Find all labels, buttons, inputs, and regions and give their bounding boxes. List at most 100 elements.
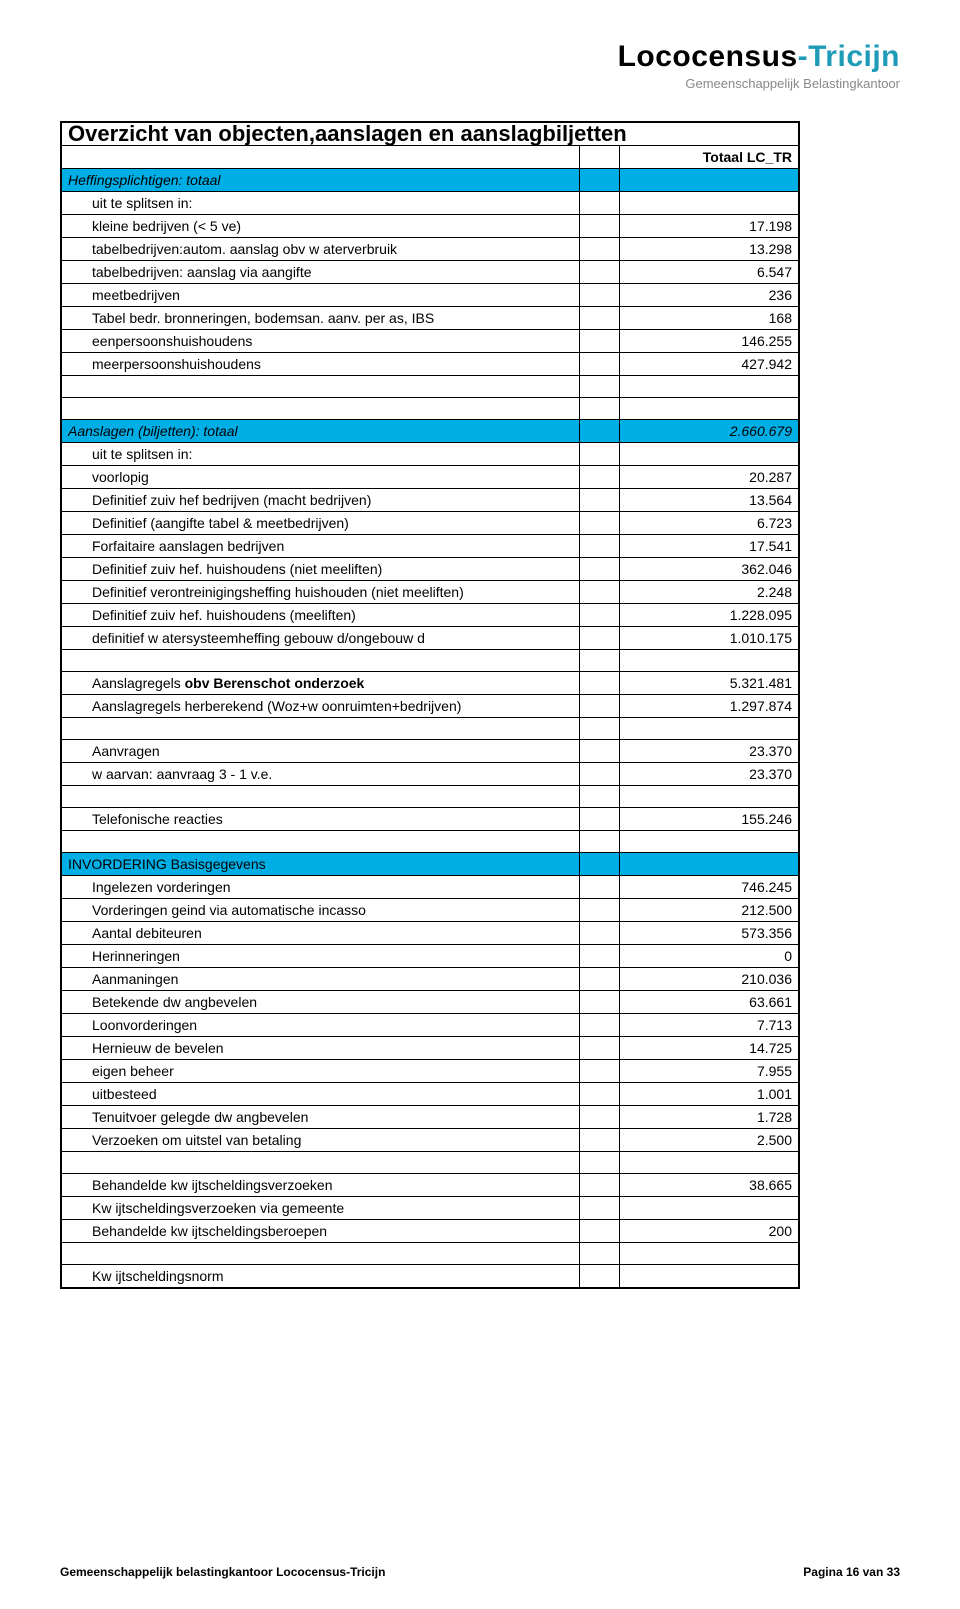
- section-header-aanslagen: Aanslagen (biljetten): totaal 2.660.679: [61, 420, 799, 443]
- row-value: 0: [619, 945, 799, 968]
- empty-cell: [580, 581, 620, 604]
- table-row: uit te splitsen in:: [61, 192, 799, 215]
- row-value: 210.036: [619, 968, 799, 991]
- empty-cell: [619, 169, 799, 192]
- row-value: 13.564: [619, 489, 799, 512]
- row-value: 155.246: [619, 808, 799, 831]
- table-row: Aanslagregels herberekend (Woz+w oonruim…: [61, 695, 799, 718]
- page-title: Overzicht van objecten,aanslagen en aans…: [61, 122, 799, 146]
- table-row: tabelbedrijven: aanslag via aangifte6.54…: [61, 261, 799, 284]
- row-label: w aarvan: aanvraag 3 - 1 v.e.: [61, 763, 580, 786]
- row-value: 1.228.095: [619, 604, 799, 627]
- table-row: Definitief zuiv hef bedrijven (macht bed…: [61, 489, 799, 512]
- row-value: 2.500: [619, 1129, 799, 1152]
- section-label: INVORDERING Basisgegevens: [61, 853, 580, 876]
- empty-cell: [580, 1220, 620, 1243]
- empty-cell: [580, 443, 620, 466]
- empty-cell: [580, 284, 620, 307]
- logo-subtitle: Gemeenschappelijk Belastingkantoor: [618, 76, 900, 91]
- row-value: 5.321.481: [619, 672, 799, 695]
- empty-cell: [580, 1083, 620, 1106]
- table-row: Hernieuw de bevelen 14.725: [61, 1037, 799, 1060]
- row-label: Hernieuw de bevelen: [61, 1037, 580, 1060]
- empty-cell: [580, 604, 620, 627]
- table-row: tabelbedrijven:autom. aanslag obv w ater…: [61, 238, 799, 261]
- table-row: kleine bedrijven (< 5 ve)17.198: [61, 215, 799, 238]
- section-value: 2.660.679: [619, 420, 799, 443]
- row-value: 38.665: [619, 1174, 799, 1197]
- empty-cell: [580, 169, 620, 192]
- title-row: Overzicht van objecten,aanslagen en aans…: [61, 122, 799, 146]
- empty-cell: [580, 146, 620, 169]
- empty-cell: [580, 740, 620, 763]
- row-label: Aantal debiteuren: [61, 922, 580, 945]
- section-label: Aanslagen (biljetten): totaal: [61, 420, 580, 443]
- empty-cell: [580, 1174, 620, 1197]
- table-row: w aarvan: aanvraag 3 - 1 v.e. 23.370: [61, 763, 799, 786]
- row-label: Vorderingen geind via automatische incas…: [61, 899, 580, 922]
- row-value: 17.198: [619, 215, 799, 238]
- row-label: definitief w atersysteemheffing gebouw d…: [61, 627, 580, 650]
- row-value: 573.356: [619, 922, 799, 945]
- empty-cell: [580, 353, 620, 376]
- table-row: Kw ijtscheldingsnorm: [61, 1265, 799, 1289]
- table-row: Kw ijtscheldingsverzoeken via gemeente: [61, 1197, 799, 1220]
- spacer-row: [61, 831, 799, 853]
- page: Lococensus-Tricijn Gemeenschappelijk Bel…: [0, 0, 960, 1609]
- spacer-row: [61, 786, 799, 808]
- table-row: Definitief (aangifte tabel & meetbedrijv…: [61, 512, 799, 535]
- row-label: Definitief (aangifte tabel & meetbedrijv…: [61, 512, 580, 535]
- section-label: Heffingsplichtigen: totaal: [61, 169, 580, 192]
- row-value: 13.298: [619, 238, 799, 261]
- row-value: 1.001: [619, 1083, 799, 1106]
- empty-cell: [580, 922, 620, 945]
- empty-cell: [580, 1014, 620, 1037]
- table-row: eenpersoonshuishoudens 146.255: [61, 330, 799, 353]
- empty-cell: [580, 535, 620, 558]
- row-value: 23.370: [619, 763, 799, 786]
- row-label: Kw ijtscheldingsverzoeken via gemeente: [61, 1197, 580, 1220]
- row-value: 146.255: [619, 330, 799, 353]
- table-row: Aantal debiteuren 573.356: [61, 922, 799, 945]
- row-label: Tenuitvoer gelegde dw angbevelen: [61, 1106, 580, 1129]
- row-value: 168: [619, 307, 799, 330]
- empty-cell: [580, 420, 620, 443]
- table-row: Verzoeken om uitstel van betaling2.500: [61, 1129, 799, 1152]
- header: Lococensus-Tricijn Gemeenschappelijk Bel…: [60, 40, 900, 91]
- table-row: Telefonische reacties 155.246: [61, 808, 799, 831]
- row-value: 362.046: [619, 558, 799, 581]
- table-row: voorlopig20.287: [61, 466, 799, 489]
- row-value: 7.955: [619, 1060, 799, 1083]
- footer-left: Gemeenschappelijk belastingkantoor Lococ…: [60, 1565, 385, 1579]
- empty-cell: [580, 899, 620, 922]
- table-row: uit te splitsen in:: [61, 443, 799, 466]
- logo-dash: -: [798, 40, 809, 73]
- table-row: Tabel bedr. bronneringen, bodemsan. aanv…: [61, 307, 799, 330]
- empty-cell: [580, 876, 620, 899]
- table-row: Aanmaningen210.036: [61, 968, 799, 991]
- table-row: uitbesteed1.001: [61, 1083, 799, 1106]
- empty-cell: [580, 192, 620, 215]
- empty-cell: [580, 215, 620, 238]
- row-label: voorlopig: [61, 466, 580, 489]
- row-label: Behandelde kw ijtscheldingsverzoeken: [61, 1174, 580, 1197]
- row-label: Definitief zuiv hef bedrijven (macht bed…: [61, 489, 580, 512]
- table-row: Aanslagregels obv Berenschot onderzoek5.…: [61, 672, 799, 695]
- row-label: eenpersoonshuishoudens: [61, 330, 580, 353]
- row-label: Kw ijtscheldingsnorm: [61, 1265, 580, 1289]
- table-row: Definitief zuiv hef. huishoudens (niet m…: [61, 558, 799, 581]
- empty-cell: [580, 763, 620, 786]
- row-label: tabelbedrijven:autom. aanslag obv w ater…: [61, 238, 580, 261]
- row-label: Forfaitaire aanslagen bedrijven: [61, 535, 580, 558]
- row-value: 14.725: [619, 1037, 799, 1060]
- empty-cell: [580, 238, 620, 261]
- row-value: [619, 443, 799, 466]
- table-row: Tenuitvoer gelegde dw angbevelen1.728: [61, 1106, 799, 1129]
- logo: Lococensus-Tricijn Gemeenschappelijk Bel…: [618, 40, 900, 91]
- row-value: 1.297.874: [619, 695, 799, 718]
- empty-cell: [580, 1129, 620, 1152]
- row-value: 2.248: [619, 581, 799, 604]
- empty-cell: [580, 853, 620, 876]
- table-row: Loonvorderingen7.713: [61, 1014, 799, 1037]
- row-label: Herinneringen: [61, 945, 580, 968]
